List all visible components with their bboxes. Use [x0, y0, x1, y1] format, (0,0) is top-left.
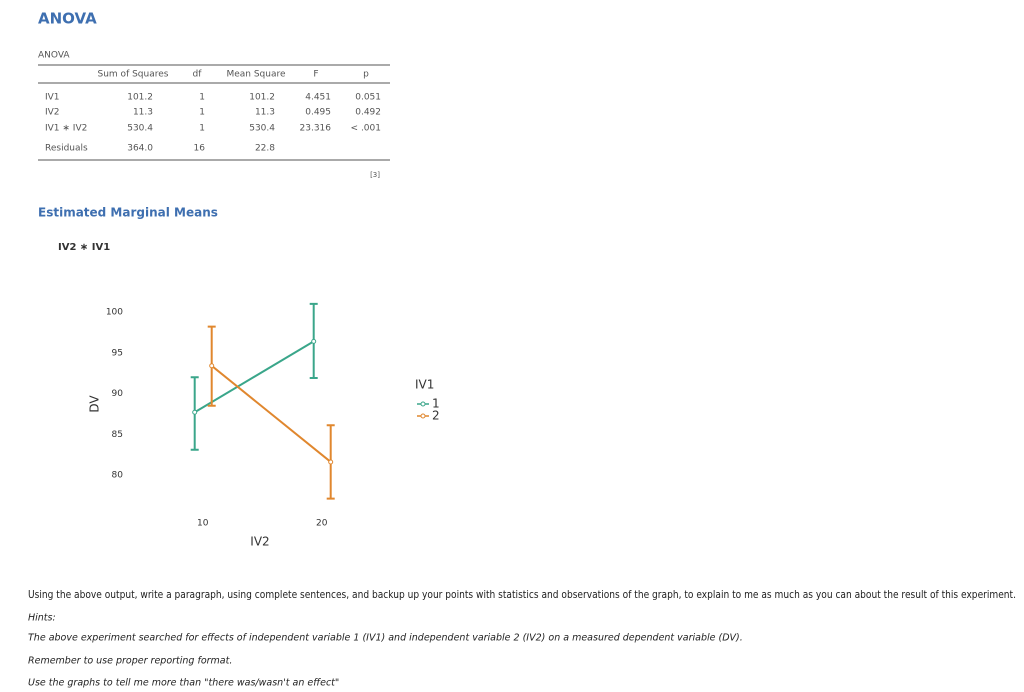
row-label: IV1 [45, 93, 60, 103]
table-cell: 530.4 [127, 124, 153, 134]
emm-subtitle: IV2 ∗ IV1 [58, 242, 110, 253]
section-title: ANOVA [38, 10, 97, 28]
legend-swatch [420, 413, 426, 419]
legend-label: 2 [432, 409, 440, 423]
row-label: IV1 ∗ IV2 [45, 124, 87, 134]
y-axis-label: DV [88, 395, 102, 413]
x-axis-label: IV2 [250, 535, 269, 549]
row-label: IV2 [45, 108, 60, 118]
point [328, 459, 334, 465]
column-header: p [363, 70, 369, 80]
y-tick-label: 95 [112, 348, 123, 358]
table-cell: 0.495 [305, 108, 331, 118]
table-cell: 0.051 [355, 93, 381, 103]
point [209, 363, 215, 369]
table-cell: 1 [199, 124, 205, 134]
legend-title: IV1 [415, 378, 434, 392]
table-cell: 11.3 [133, 108, 153, 118]
point [311, 338, 317, 344]
prompt-line: Using the above output, write a paragrap… [28, 589, 1016, 601]
table-cell: 22.8 [255, 144, 275, 154]
y-tick-label: 90 [112, 389, 124, 399]
column-header: F [313, 70, 318, 80]
table-cell: 23.316 [300, 124, 332, 134]
row-label: Residuals [45, 144, 88, 154]
point [192, 409, 198, 415]
column-header: df [193, 70, 203, 80]
prompt-line: Remember to use proper reporting format. [28, 656, 232, 667]
emm-title: Estimated Marginal Means [38, 206, 218, 220]
series-line [211, 365, 332, 463]
table-cell: 101.2 [249, 93, 275, 103]
legend-swatch [420, 401, 426, 407]
column-header: Mean Square [226, 70, 286, 80]
table-cell: < .001 [351, 124, 381, 134]
table-footnote: [3] [370, 171, 380, 179]
prompt-line: The above experiment searched for effect… [28, 633, 743, 644]
x-tick-label: 10 [197, 519, 209, 529]
table-cell: 4.451 [305, 93, 331, 103]
x-tick-label: 20 [316, 519, 328, 529]
table-cell: 101.2 [127, 93, 153, 103]
y-tick-label: 85 [112, 430, 123, 440]
y-tick-label: 80 [112, 471, 124, 481]
table-cell: 1 [199, 108, 205, 118]
column-header: Sum of Squares [98, 70, 169, 80]
table-cell: 0.492 [355, 108, 381, 118]
table-title: ANOVA [38, 51, 70, 61]
table-cell: 530.4 [249, 124, 275, 134]
series-line [194, 340, 315, 414]
prompt-line: Use the graphs to tell me more than "the… [28, 678, 339, 689]
table-cell: 11.3 [255, 108, 275, 118]
table-cell: 16 [194, 144, 206, 154]
legend-label: 1 [432, 397, 440, 411]
table-cell: 364.0 [127, 144, 153, 154]
prompt-line: Hints: [28, 613, 56, 624]
y-tick-label: 100 [106, 308, 123, 318]
table-cell: 1 [199, 93, 205, 103]
